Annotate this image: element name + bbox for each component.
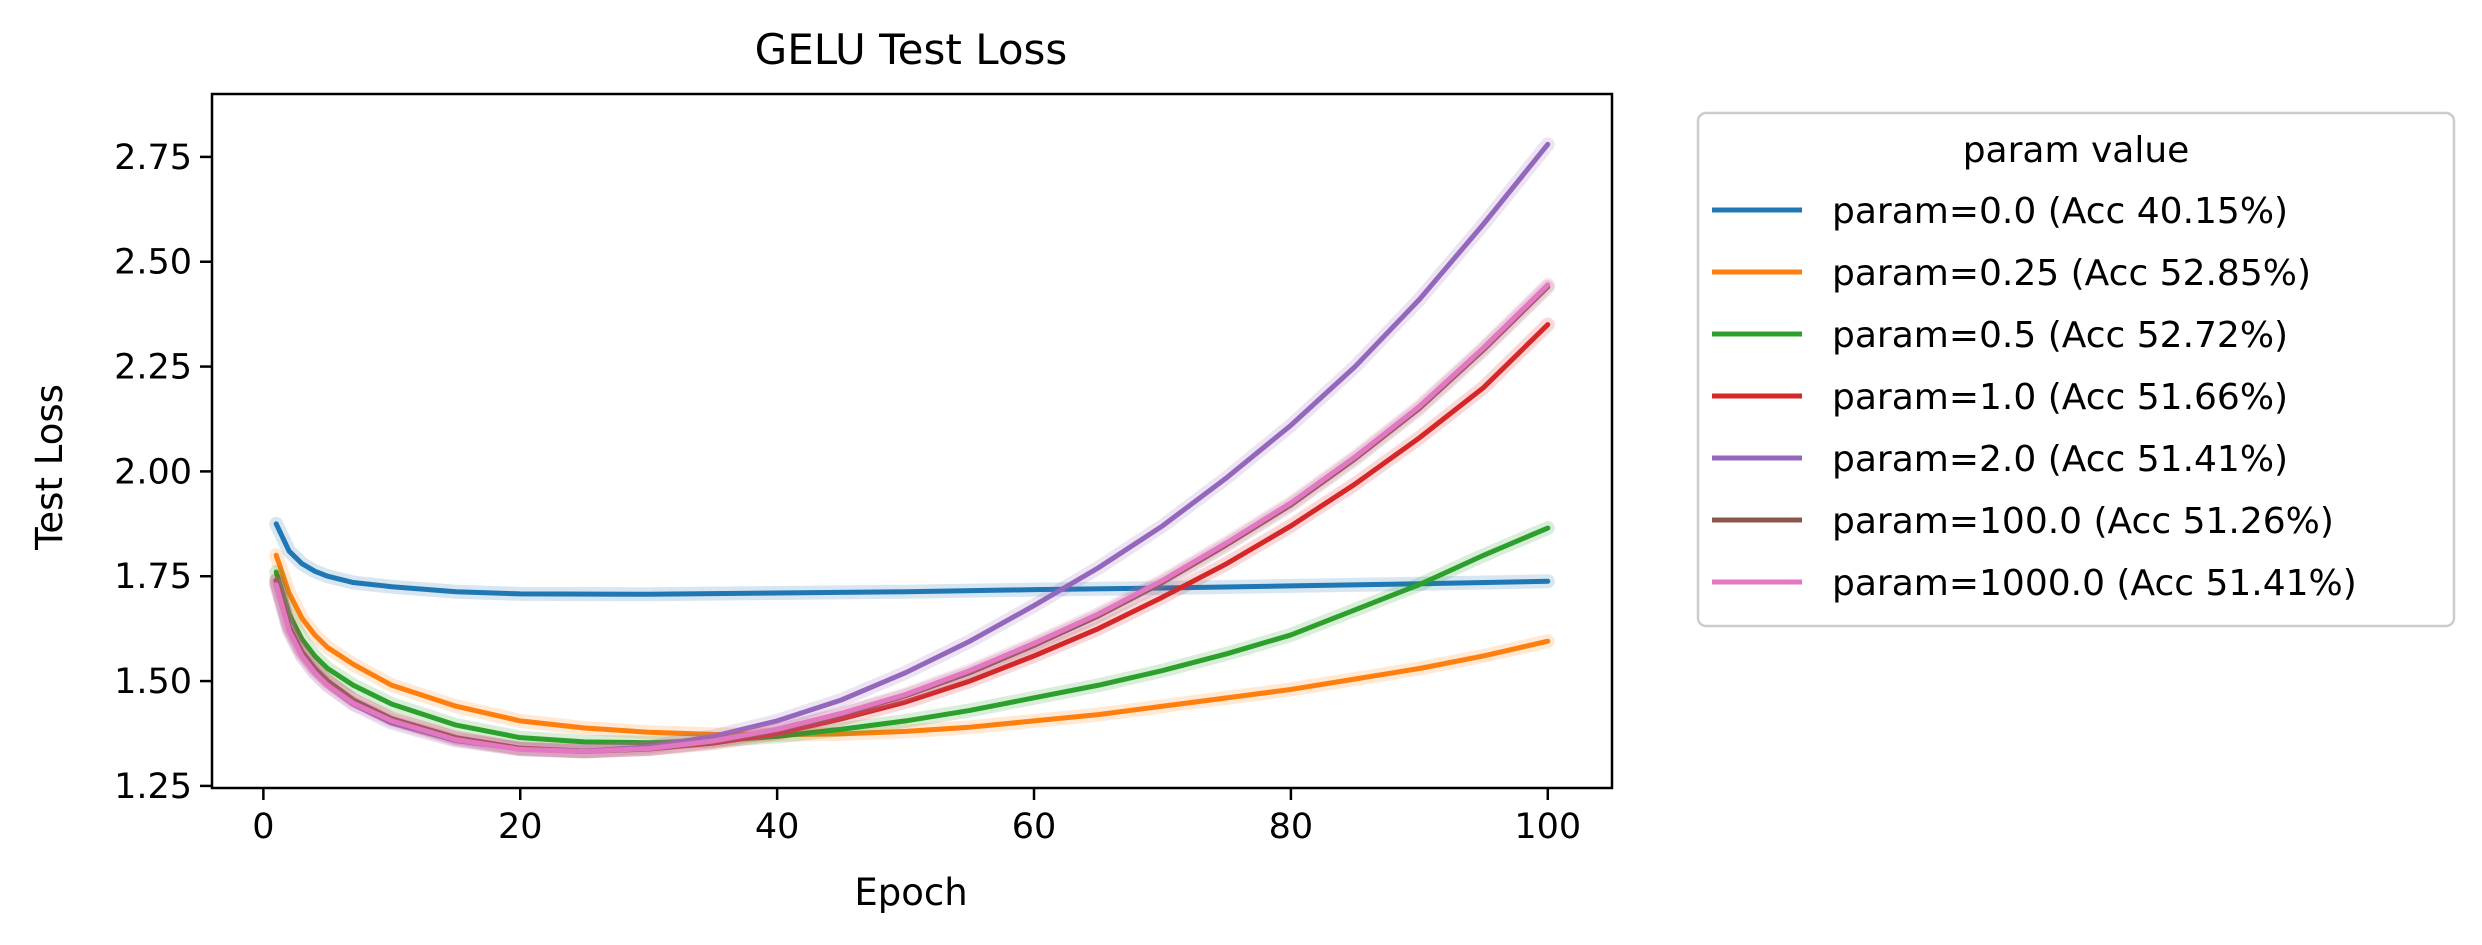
chart-title: GELU Test Loss (755, 25, 1068, 74)
y-tick-label: 1.25 (114, 767, 192, 807)
y-axis-label: Test Loss (28, 384, 71, 551)
x-tick-label: 20 (498, 807, 543, 847)
legend-label-4: param=2.0 (Acc 51.41%) (1832, 439, 2288, 480)
x-tick-label: 80 (1269, 807, 1314, 847)
plot-area (210, 92, 1614, 790)
legend-label-3: param=1.0 (Acc 51.66%) (1832, 377, 2288, 418)
x-tick-label: 0 (252, 807, 274, 847)
plot-frame (210, 92, 1614, 790)
y-tick-label: 1.50 (114, 662, 192, 702)
legend-label-5: param=100.0 (Acc 51.26%) (1832, 501, 2334, 542)
x-axis: 0 20 40 60 80 100 (252, 788, 1581, 847)
y-tick-label: 1.75 (114, 557, 192, 597)
legend-box (1696, 111, 2456, 628)
x-tick-label: 100 (1514, 807, 1581, 847)
legend-label-2: param=0.5 (Acc 52.72%) (1832, 315, 2288, 356)
y-tick-label: 2.25 (114, 348, 192, 388)
series-line-0 (273, 521, 1551, 597)
x-axis-label: Epoch (854, 871, 967, 914)
series-line-2 (273, 525, 1551, 746)
legend-label-6: param=1000.0 (Acc 51.41%) (1832, 563, 2357, 604)
y-tick-label: 2.50 (114, 243, 192, 283)
x-tick-label: 40 (755, 807, 800, 847)
legend-label-1: param=0.25 (Acc 52.85%) (1832, 253, 2311, 294)
y-tick-label: 2.75 (114, 138, 192, 178)
legend-label-0: param=0.0 (Acc 40.15%) (1832, 191, 2288, 232)
y-tick-label: 2.00 (114, 452, 192, 492)
y-axis: 1.25 1.50 1.75 2.00 2.25 2.50 2.75 (114, 138, 212, 807)
series-line-6 (273, 282, 1551, 755)
legend-title: param value (1963, 130, 2190, 171)
x-tick-label: 60 (1012, 807, 1057, 847)
legend: param value param=0.0 (Acc 40.15%) param=0… (1696, 111, 2456, 628)
